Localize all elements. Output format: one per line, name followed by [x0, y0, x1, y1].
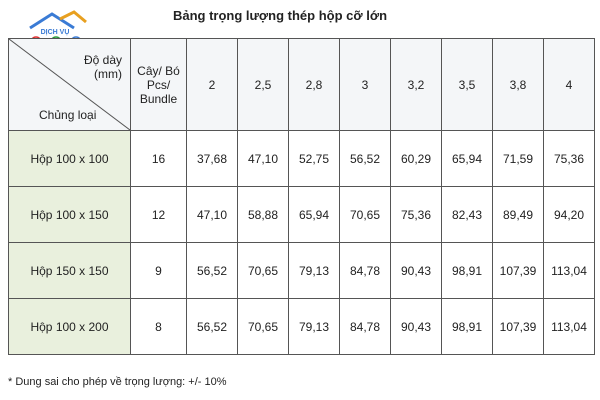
type-cell: Hộp 100 x 100: [8, 130, 131, 187]
weight-cell: 90,43: [390, 242, 442, 299]
weight-cell: 98,91: [441, 242, 493, 299]
weight-cell: 65,94: [441, 130, 493, 187]
title: Bảng trọng lượng thép hộp cỡ lớn: [172, 8, 388, 23]
type-cell: Hộp 100 x 200: [8, 298, 131, 355]
thickness-header: 3,2: [390, 38, 442, 131]
table-row: Hộp 100 x 100 16 37,68 47,10 52,75 56,52 60,29…: [8, 130, 595, 187]
count-header: Cây/ Bó Pcs/ Bundle: [130, 38, 187, 131]
weight-cell: 84,78: [339, 242, 391, 299]
count-cell: 12: [130, 186, 187, 243]
weight-cell: 94,20: [543, 186, 595, 243]
weight-cell: 113,04: [543, 298, 595, 355]
thickness-header: 3,8: [492, 38, 544, 131]
weight-cell: 79,13: [288, 298, 340, 355]
corner-cell: Độ dày (mm) Chủng loại: [8, 38, 131, 131]
diagonal: [9, 39, 130, 130]
table-row: Hộp 150 x 150 9 56,52 70,65 79,13 84,78 90,43 9…: [8, 242, 595, 299]
weight-cell: 65,94: [288, 186, 340, 243]
weight-cell: 56,52: [186, 242, 238, 299]
footnote: * Dung sai cho phép về trọng lượng: +/- …: [8, 376, 227, 388]
weight-table: Độ dày (mm) Chủng loại Cây/ Bó Pcs/ Bundle…: [8, 38, 595, 355]
weight-cell: 71,59: [492, 130, 544, 187]
weight-cell: 52,75: [288, 130, 340, 187]
weight-cell: 56,52: [339, 130, 391, 187]
corner-thickness: Độ dày (mm): [83, 53, 122, 81]
weight-cell: 47,10: [186, 186, 238, 243]
weight-cell: 58,88: [237, 186, 289, 243]
logo-text: DỊCH VỤ: [41, 29, 70, 36]
count-cell: 16: [130, 130, 187, 187]
weight-cell: 107,39: [492, 242, 544, 299]
weight-cell: 47,10: [237, 130, 289, 187]
thickness-header: 2: [186, 38, 238, 131]
count-cell: 9: [130, 242, 187, 299]
table-row: Hộp 100 x 200 8 56,52 70,65 79,13 84,78 90,43 9…: [8, 298, 595, 355]
thickness-header: 3: [339, 38, 391, 131]
thickness-header: 3,5: [441, 38, 493, 131]
thickness-header: 4: [543, 38, 595, 131]
weight-cell: 70,65: [237, 298, 289, 355]
count-cell: 8: [130, 298, 187, 355]
weight-cell: 90,43: [390, 298, 442, 355]
weight-cell: 75,36: [390, 186, 442, 243]
thickness-header: 2,8: [288, 38, 340, 131]
table-row: Hộp 100 x 150 12 47,10 58,88 65,94 70,65 75,36…: [8, 186, 595, 243]
header-row: Độ dày (mm) Chủng loại Cây/ Bó Pcs/ Bundle…: [8, 38, 595, 131]
weight-cell: 70,65: [339, 186, 391, 243]
corner-type: Chủng loại: [39, 108, 97, 122]
type-cell: Hộp 150 x 150: [8, 242, 131, 299]
weight-cell: 98,91: [441, 298, 493, 355]
diagonal-line: [9, 39, 130, 130]
type-cell: Hộp 100 x 150: [8, 186, 131, 243]
weight-cell: 60,29: [390, 130, 442, 187]
weight-cell: 75,36: [543, 130, 595, 187]
weight-cell: 82,43: [441, 186, 493, 243]
weight-cell: 89,49: [492, 186, 544, 243]
thickness-header: 2,5: [237, 38, 289, 131]
weight-cell: 79,13: [288, 242, 340, 299]
weight-cell: 84,78: [339, 298, 391, 355]
weight-cell: 70,65: [237, 242, 289, 299]
weight-cell: 37,68: [186, 130, 238, 187]
weight-cell: 107,39: [492, 298, 544, 355]
weight-cell: 56,52: [186, 298, 238, 355]
weight-cell: 113,04: [543, 242, 595, 299]
